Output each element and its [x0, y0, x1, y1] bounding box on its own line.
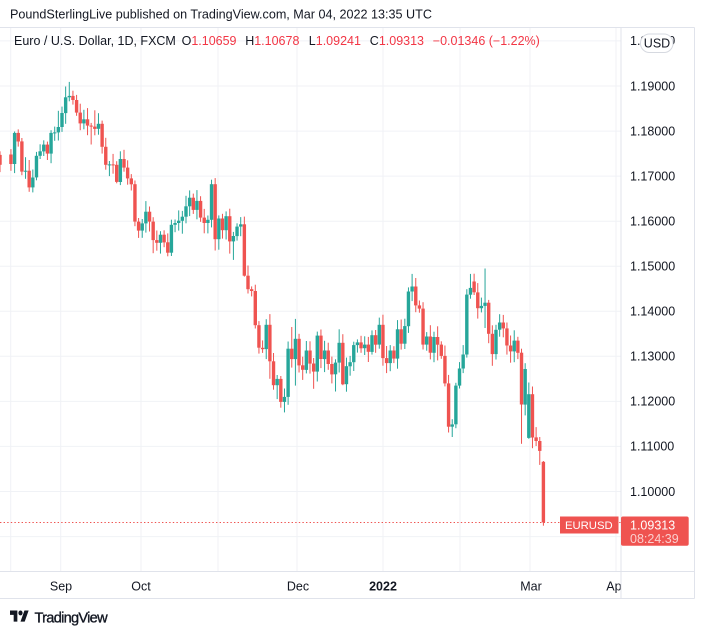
svg-text:Euro / U.S. Dollar, 1D, FXCM: Euro / U.S. Dollar, 1D, FXCM	[14, 34, 176, 48]
svg-text:1.12000: 1.12000	[630, 395, 675, 409]
svg-text:Dec: Dec	[287, 579, 309, 593]
svg-text:1.09313: 1.09313	[630, 518, 675, 532]
svg-text:1.10000: 1.10000	[630, 485, 675, 499]
svg-text:−0.01346 (−1.22%): −0.01346 (−1.22%)	[433, 34, 540, 48]
svg-text:EURUSD: EURUSD	[565, 520, 613, 532]
svg-text:1.16000: 1.16000	[630, 215, 675, 229]
svg-text:O1.10659: O1.10659	[182, 34, 237, 48]
svg-text:1.14000: 1.14000	[630, 305, 675, 319]
svg-text:C1.09313: C1.09313	[370, 34, 424, 48]
svg-text:08:24:39: 08:24:39	[630, 532, 679, 546]
svg-text:1.11000: 1.11000	[630, 440, 674, 454]
svg-text:1.19000: 1.19000	[630, 79, 675, 93]
svg-text:H1.10678: H1.10678	[245, 34, 299, 48]
svg-text:2022: 2022	[369, 579, 397, 593]
svg-text:TradingView: TradingView	[35, 611, 109, 627]
svg-text:Mar: Mar	[520, 579, 542, 593]
svg-text:1.13000: 1.13000	[630, 350, 675, 364]
svg-text:Oct: Oct	[131, 579, 151, 593]
svg-text:Apr: Apr	[606, 579, 625, 593]
svg-text:1.15000: 1.15000	[630, 260, 675, 274]
svg-text:Sep: Sep	[50, 579, 72, 593]
svg-text:1.17000: 1.17000	[630, 169, 675, 183]
svg-text:USD: USD	[644, 37, 670, 51]
svg-text:1.18000: 1.18000	[630, 124, 675, 138]
svg-text:PoundSterlingLive published on: PoundSterlingLive published on TradingVi…	[10, 7, 432, 21]
svg-text:L1.09241: L1.09241	[309, 34, 361, 48]
